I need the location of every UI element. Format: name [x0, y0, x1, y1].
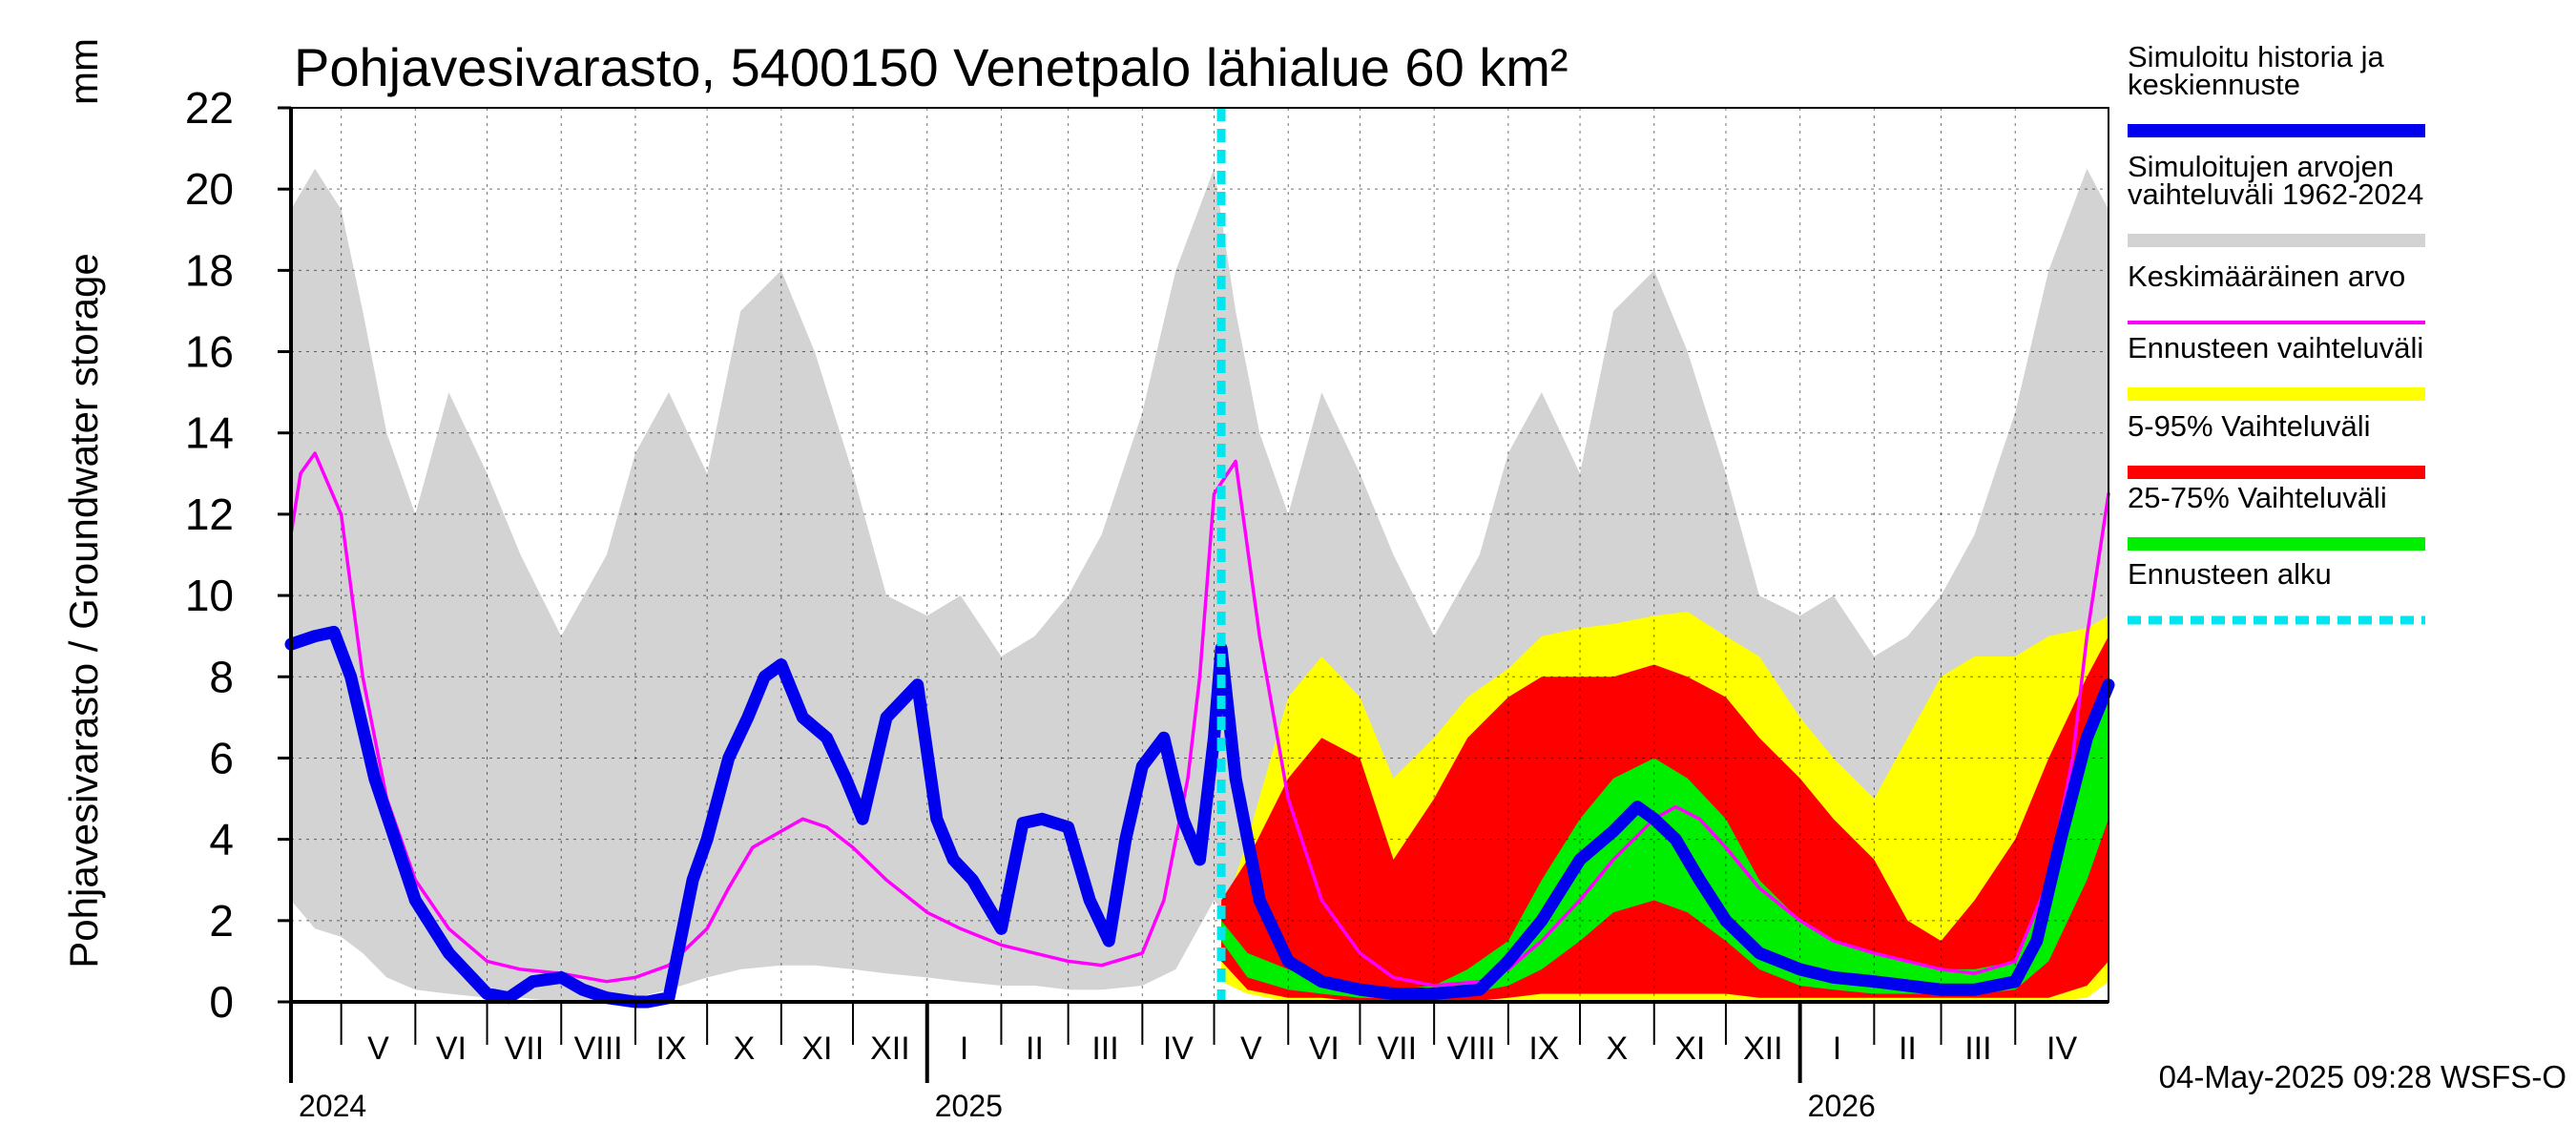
range-bands [291, 168, 2109, 1002]
month-label-2: VII [505, 1030, 545, 1067]
month-label-15: VIII [1446, 1030, 1495, 1067]
year-labels: 2024 2025 2026 [299, 1089, 1876, 1123]
month-label-8: I [960, 1030, 968, 1067]
y-tick-label-2: 4 [209, 815, 234, 864]
legend-label-0-0: Simuloitu historia ja [2128, 40, 2385, 73]
legend-label-4-0: 5-95% Vaihteluväli [2128, 409, 2370, 443]
month-label-21: II [1899, 1030, 1917, 1067]
legend-label-6-0: Ennusteen alku [2128, 557, 2332, 591]
y-tick-label-4: 8 [209, 652, 234, 701]
legend-item-6: Ennusteen alku [2128, 557, 2425, 625]
series-lines [284, 108, 2115, 1009]
month-label-0: V [367, 1030, 389, 1067]
month-label-19: XII [1743, 1030, 1783, 1067]
legend-label-2-0: Keskimääräinen arvo [2128, 260, 2405, 293]
y-tick-label-0: 0 [209, 977, 234, 1027]
y-tick-label-3: 6 [209, 733, 234, 782]
y-tick-label-11: 22 [185, 83, 234, 133]
month-label-10: III [1091, 1030, 1118, 1067]
y-tick-label-6: 12 [185, 489, 234, 539]
month-label-9: II [1026, 1030, 1044, 1067]
month-label-22: III [1964, 1030, 1991, 1067]
axes [278, 106, 2109, 1083]
year-label-2: 2026 [1808, 1089, 1876, 1123]
month-label-11: IV [1163, 1030, 1194, 1067]
y-tick-label-5: 10 [185, 571, 234, 620]
series-line-1 [284, 625, 2115, 1009]
month-label-20: I [1833, 1030, 1841, 1067]
month-label-13: VI [1309, 1030, 1340, 1067]
y-tick-label-8: 16 [185, 327, 234, 377]
year-label-0: 2024 [299, 1089, 366, 1123]
legend-item-4: 5-95% Vaihteluväli [2128, 409, 2425, 479]
year-label-1: 2025 [935, 1089, 1003, 1123]
legend-label-5-0: 25-75% Vaihteluväli [2128, 481, 2387, 514]
legend: Simuloitu historia jakeskiennusteSimuloi… [2128, 40, 2425, 625]
month-label-3: VIII [574, 1030, 623, 1067]
legend-item-3: Ennusteen vaihteluväli [2128, 331, 2425, 401]
legend-label-1-1: vaihteluväli 1962-2024 [2128, 177, 2423, 211]
y-tick-label-9: 18 [185, 245, 234, 295]
month-label-18: XI [1674, 1030, 1705, 1067]
y-tick-label-10: 20 [185, 164, 234, 214]
y-axis-unit: mm [61, 38, 106, 105]
month-label-12: V [1240, 1030, 1262, 1067]
legend-label-1-0: Simuloitujen arvojen [2128, 150, 2394, 183]
month-labels: V VI VII VIII IX X XI XII I II III IV V VI VII VIII IX X X… [367, 1030, 2077, 1067]
y-tick-labels: 0 2 4 6 8 10 12 14 16 18 20 22 [185, 83, 234, 1027]
month-label-17: X [1607, 1030, 1629, 1067]
month-label-5: X [734, 1030, 756, 1067]
month-label-16: IX [1528, 1030, 1559, 1067]
footer-timestamp: 04-May-2025 09:28 WSFS-O [2159, 1059, 2566, 1094]
chart-title: Pohjavesivarasto, 5400150 Venetpalo lähi… [294, 37, 1568, 97]
month-label-23: IV [2046, 1030, 2077, 1067]
legend-item-5: 25-75% Vaihteluväli [2128, 481, 2425, 551]
month-label-6: XI [801, 1030, 832, 1067]
y-tick-label-7: 14 [185, 408, 234, 458]
month-label-4: IX [655, 1030, 686, 1067]
y-tick-label-1: 2 [209, 896, 234, 946]
legend-item-2: Keskimääräinen arvo [2128, 260, 2425, 324]
month-label-7: XII [870, 1030, 910, 1067]
month-label-1: VI [436, 1030, 467, 1067]
legend-label-3-0: Ennusteen vaihteluväli [2128, 331, 2423, 364]
month-label-14: VII [1378, 1030, 1418, 1067]
legend-label-0-1: keskiennuste [2128, 68, 2300, 101]
y-axis-label: Pohjavesivarasto / Groundwater storage [61, 253, 106, 968]
